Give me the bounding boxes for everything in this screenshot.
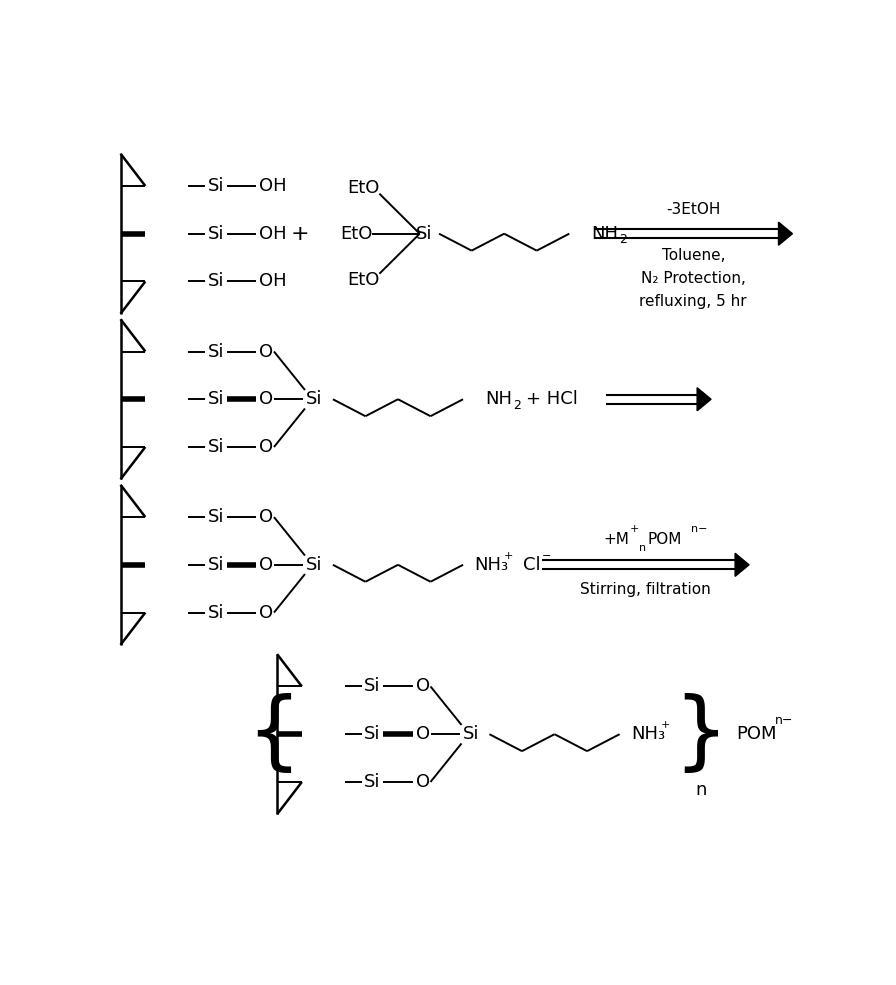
Text: Si: Si [364, 678, 381, 695]
Text: Cl: Cl [522, 556, 540, 574]
Text: Toluene,: Toluene, [661, 248, 725, 263]
Text: O: O [259, 604, 273, 622]
Text: EtO: EtO [348, 178, 380, 196]
Text: n−: n− [691, 524, 707, 534]
Text: Si: Si [364, 725, 381, 744]
Text: OH: OH [259, 225, 287, 242]
Text: Si: Si [208, 390, 224, 408]
Text: +: + [629, 524, 639, 534]
Text: refluxing, 5 hr: refluxing, 5 hr [640, 294, 747, 309]
Text: O: O [416, 725, 430, 744]
Text: O: O [259, 556, 273, 574]
Text: Si: Si [416, 225, 433, 242]
Text: n: n [639, 543, 646, 553]
Text: 2: 2 [513, 399, 521, 412]
Text: Si: Si [208, 273, 224, 291]
Text: Si: Si [364, 773, 381, 791]
Text: N₂ Protection,: N₂ Protection, [641, 271, 745, 286]
Text: Si: Si [208, 343, 224, 361]
Polygon shape [735, 554, 749, 576]
Text: {: { [246, 692, 301, 776]
Text: O: O [259, 438, 273, 456]
Text: OH: OH [259, 177, 287, 195]
Text: O: O [416, 773, 430, 791]
Text: NH₃: NH₃ [632, 725, 666, 744]
Text: O: O [416, 678, 430, 695]
Text: + HCl: + HCl [526, 390, 578, 408]
Text: +: + [504, 551, 513, 560]
Text: Si: Si [208, 556, 224, 574]
Text: Si: Si [306, 390, 323, 408]
Text: NH: NH [485, 390, 512, 408]
Text: -3EtOH: -3EtOH [666, 202, 720, 217]
Polygon shape [697, 388, 711, 411]
Text: Si: Si [306, 556, 323, 574]
Text: +: + [290, 224, 309, 243]
Text: +: + [660, 720, 670, 730]
Text: NH: NH [591, 225, 618, 242]
Text: O: O [259, 390, 273, 408]
Text: POM: POM [648, 532, 682, 547]
Text: n−: n− [775, 714, 793, 727]
Text: Si: Si [208, 508, 224, 526]
Text: Si: Si [462, 725, 479, 744]
Text: NH₃: NH₃ [475, 556, 509, 574]
Polygon shape [779, 223, 792, 245]
Text: −: − [542, 551, 551, 560]
Text: Si: Si [208, 177, 224, 195]
Text: }: } [674, 692, 728, 776]
Text: +M: +M [603, 532, 629, 547]
Text: Stirring, filtration: Stirring, filtration [581, 582, 711, 597]
Text: Si: Si [208, 604, 224, 622]
Text: Si: Si [208, 225, 224, 242]
Text: EtO: EtO [340, 225, 373, 242]
Text: EtO: EtO [348, 271, 380, 289]
Text: n: n [695, 781, 707, 799]
Text: OH: OH [259, 273, 287, 291]
Text: Si: Si [208, 438, 224, 456]
Text: POM: POM [736, 725, 776, 744]
Text: 2: 2 [619, 233, 626, 246]
Text: O: O [259, 343, 273, 361]
Text: O: O [259, 508, 273, 526]
